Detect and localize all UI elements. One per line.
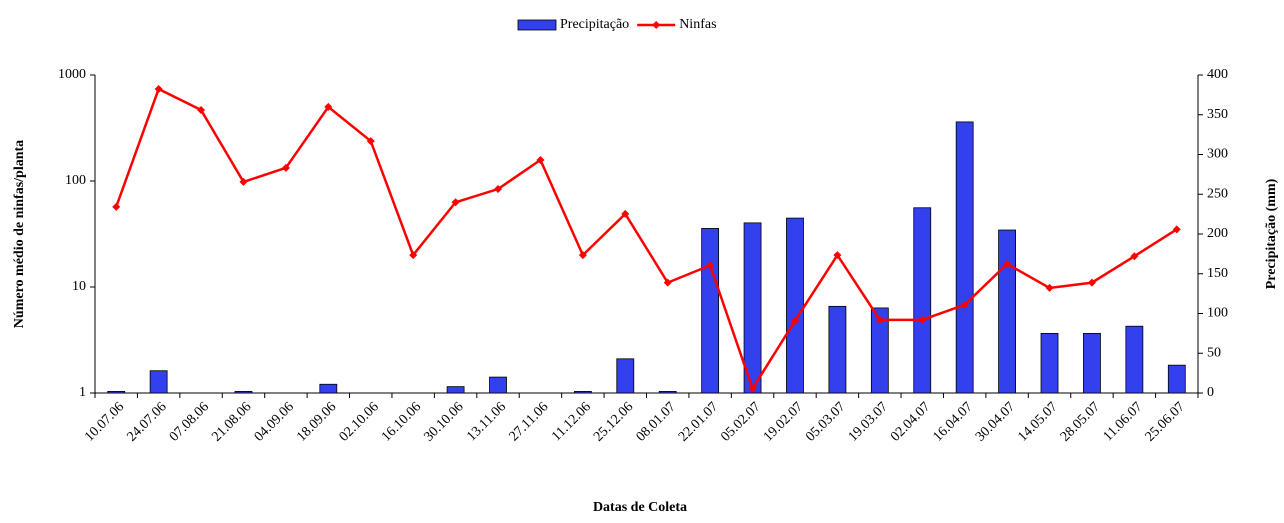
x-tick-label: 16.10.06 xyxy=(379,399,424,444)
x-tick-label: 05.03.07 xyxy=(803,399,848,444)
point xyxy=(918,315,927,324)
bar xyxy=(998,229,1016,394)
bar xyxy=(1083,332,1101,394)
point xyxy=(1087,278,1096,287)
bar xyxy=(870,307,889,394)
y2-tick-label: 200 xyxy=(1207,226,1228,241)
x-tick-label: 14.05.07 xyxy=(1015,399,1060,444)
point xyxy=(239,177,248,186)
y-axis-title: Número médio de ninfas/planta xyxy=(12,140,27,328)
bar xyxy=(234,391,253,394)
x-tick-label: 16.04.07 xyxy=(931,399,976,444)
x-tick-label: 18.09.06 xyxy=(294,399,339,444)
point xyxy=(790,316,799,325)
bar xyxy=(446,386,465,394)
x-tick-label: 10.07.06 xyxy=(82,399,127,444)
point xyxy=(1003,259,1012,268)
legend-marker xyxy=(652,21,661,29)
bar xyxy=(786,217,804,394)
point xyxy=(409,251,418,260)
x-tick-label: 19.03.07 xyxy=(846,399,891,444)
point xyxy=(578,251,587,260)
legend-label: Precipitação xyxy=(560,17,629,32)
y2-tick-label: 400 xyxy=(1207,67,1228,82)
x-tick-label: 24.07.06 xyxy=(124,399,169,444)
bar xyxy=(489,376,507,394)
bar xyxy=(743,222,762,394)
x-tick-label: 19.02.07 xyxy=(761,399,806,444)
legend-label: Ninfas xyxy=(679,17,716,32)
y2-tick-label: 350 xyxy=(1207,107,1228,122)
x-tick-label: 07.08.06 xyxy=(167,399,212,444)
y2-tick-label: 50 xyxy=(1207,345,1221,360)
point xyxy=(112,202,121,211)
point xyxy=(324,102,333,111)
bar xyxy=(1040,332,1059,394)
bar xyxy=(828,305,847,394)
point xyxy=(1130,252,1139,261)
bar xyxy=(319,383,338,394)
bar xyxy=(955,121,974,394)
point xyxy=(748,384,757,393)
y2-tick-label: 300 xyxy=(1207,147,1228,162)
legend-swatch xyxy=(517,19,557,31)
y-tick-label: 10 xyxy=(72,279,86,294)
y-tick-label: 1000 xyxy=(58,67,86,82)
x-tick-label: 05.02.07 xyxy=(718,399,763,444)
bar xyxy=(107,391,126,394)
x-tick-label: 25.12.06 xyxy=(591,399,636,444)
point xyxy=(1172,225,1181,234)
point xyxy=(536,155,545,164)
point xyxy=(706,261,715,270)
bar xyxy=(616,358,635,394)
bar xyxy=(1167,364,1186,394)
x-tick-label: 30.10.06 xyxy=(421,399,466,444)
x-tick-label: 08.01.07 xyxy=(634,399,679,444)
y2-tick-label: 250 xyxy=(1207,186,1228,201)
y2-tick-label: 100 xyxy=(1207,306,1228,321)
y2-axis-title: Precipitação (mm) xyxy=(1264,178,1279,289)
bar xyxy=(913,207,932,394)
point xyxy=(366,137,375,146)
bar xyxy=(573,391,592,394)
point xyxy=(1045,283,1054,292)
x-tick-label: 30.04.07 xyxy=(973,399,1018,444)
y2-tick-label: 0 xyxy=(1207,385,1214,400)
point xyxy=(621,209,630,218)
x-tick-label: 25.06.07 xyxy=(1143,399,1188,444)
point xyxy=(494,185,503,194)
x-tick-label: 13.11.06 xyxy=(464,399,509,444)
point xyxy=(833,251,842,260)
x-tick-label: 04.09.06 xyxy=(252,399,297,444)
x-tick-label: 27.11.06 xyxy=(507,399,552,444)
x-tick-label: 21.08.06 xyxy=(209,399,254,444)
point xyxy=(154,84,163,93)
bar xyxy=(1125,325,1144,394)
x-tick-label: 02.10.06 xyxy=(337,399,382,444)
point xyxy=(875,315,884,324)
point xyxy=(451,198,460,207)
bar xyxy=(658,391,677,394)
y-tick-label: 100 xyxy=(65,173,86,188)
x-tick-label: 11.12.06 xyxy=(549,399,594,444)
point xyxy=(663,278,672,287)
x-axis-title: Datas de Coleta xyxy=(593,500,687,515)
point xyxy=(960,300,969,309)
y-tick-label: 1 xyxy=(79,385,86,400)
point xyxy=(281,163,290,172)
bar xyxy=(149,370,168,394)
point xyxy=(197,105,206,114)
x-tick-label: 28.05.07 xyxy=(1058,399,1103,444)
line xyxy=(115,87,1178,392)
x-tick-label: 22.01.07 xyxy=(676,399,721,444)
x-tick-label: 02.04.07 xyxy=(888,399,933,444)
x-tick-label: 11.06.07 xyxy=(1101,399,1146,444)
bar xyxy=(701,228,720,394)
y2-tick-label: 150 xyxy=(1207,266,1228,281)
